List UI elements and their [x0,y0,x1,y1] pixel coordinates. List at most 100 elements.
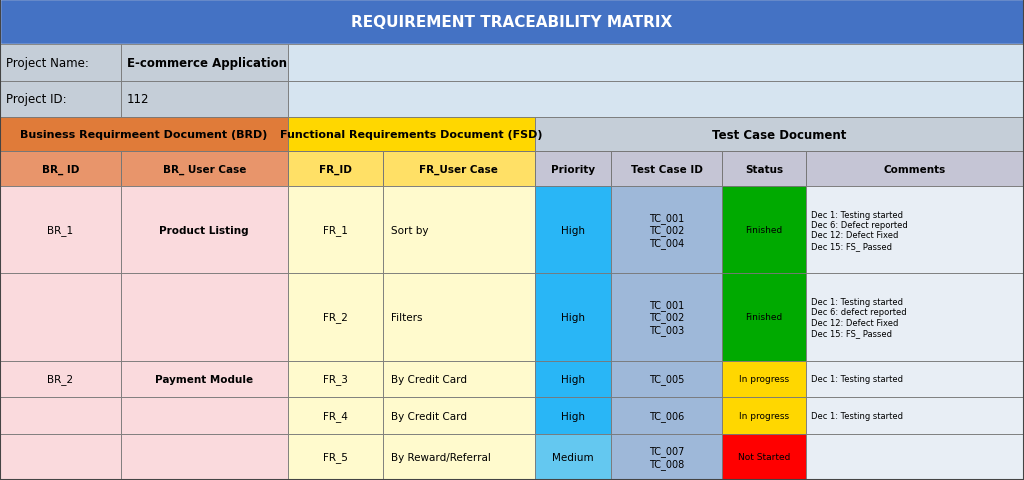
Bar [288,45,1024,82]
Bar [535,434,611,480]
Bar [535,152,611,187]
Bar [535,274,611,361]
Text: In progress: In progress [739,411,788,420]
Bar [121,152,288,187]
Bar [806,397,1024,434]
Text: Test Case ID: Test Case ID [631,164,702,174]
Text: BR_1: BR_1 [47,225,74,236]
Bar [611,187,722,274]
Bar [611,152,722,187]
Bar [535,397,611,434]
Text: TC_006: TC_006 [649,410,684,421]
Bar [288,118,535,152]
Text: By Reward/Referral: By Reward/Referral [391,452,492,462]
Bar [121,82,288,118]
Bar [288,187,383,274]
Bar [722,397,806,434]
Bar [383,152,535,187]
Text: Dec 1: Testing started
Dec 6: Defect reported
Dec 12: Defect Fixed
Dec 15: FS_ P: Dec 1: Testing started Dec 6: Defect rep… [811,210,907,250]
Text: Status: Status [744,164,783,174]
Bar [121,361,288,397]
Text: FR_ID: FR_ID [318,164,352,174]
Text: Filters: Filters [391,312,423,322]
Bar [0,152,121,187]
Text: Comments: Comments [884,164,946,174]
Bar [0,434,121,480]
Text: Test Case Document: Test Case Document [712,129,847,142]
Text: Business Requirmeent Document (BRD): Business Requirmeent Document (BRD) [20,130,267,140]
Bar [383,397,535,434]
Bar [288,397,383,434]
Text: Project ID:: Project ID: [6,93,67,106]
Bar [0,118,288,152]
Text: Dec 1: Testing started: Dec 1: Testing started [811,374,903,384]
Text: FR_3: FR_3 [323,373,348,384]
Text: Functional Requirements Document (FSD): Functional Requirements Document (FSD) [280,130,543,140]
Bar [611,274,722,361]
Text: High: High [561,225,585,235]
Bar [611,434,722,480]
Bar [0,82,121,118]
Text: TC_001
TC_002
TC_004: TC_001 TC_002 TC_004 [649,212,684,248]
Bar [611,397,722,434]
Text: BR_2: BR_2 [47,373,74,384]
Text: BR_ User Case: BR_ User Case [163,164,246,174]
Bar [0,0,1024,45]
Bar [722,434,806,480]
Text: By Credit Card: By Credit Card [391,374,467,384]
Bar [0,361,121,397]
Text: FR_5: FR_5 [323,452,348,462]
Bar [806,361,1024,397]
Bar [0,274,121,361]
Bar [383,434,535,480]
Text: FR_1: FR_1 [323,225,348,236]
Bar [806,152,1024,187]
Bar [535,118,1024,152]
Bar [383,187,535,274]
Text: Project Name:: Project Name: [6,57,89,70]
Bar [0,45,121,82]
Bar [535,361,611,397]
Bar [722,152,806,187]
Text: TC_001
TC_002
TC_003: TC_001 TC_002 TC_003 [649,300,684,335]
Bar [288,274,383,361]
Bar [121,274,288,361]
Text: High: High [561,411,585,420]
Text: E-commerce Application: E-commerce Application [127,57,287,70]
Text: Finished: Finished [745,226,782,235]
Text: Payment Module: Payment Module [156,374,253,384]
Bar [121,45,288,82]
Text: Medium: Medium [552,452,594,462]
Text: TC_005: TC_005 [649,373,684,384]
Text: Dec 1: Testing started
Dec 6: defect reported
Dec 12: Defect Fixed
Dec 15: FS_ P: Dec 1: Testing started Dec 6: defect rep… [811,297,906,337]
Text: REQUIREMENT TRACEABILITY MATRIX: REQUIREMENT TRACEABILITY MATRIX [351,15,673,30]
Text: FR_4: FR_4 [323,410,348,421]
Bar [288,152,383,187]
Bar [806,274,1024,361]
Bar [0,397,121,434]
Text: Sort by: Sort by [391,225,429,235]
Bar [121,434,288,480]
Bar [288,82,1024,118]
Bar [383,274,535,361]
Text: By Credit Card: By Credit Card [391,411,467,420]
Bar [288,361,383,397]
Text: TC_007
TC_008: TC_007 TC_008 [649,445,684,468]
Bar [722,361,806,397]
Bar [121,187,288,274]
Bar [121,397,288,434]
Bar [0,187,121,274]
Bar [535,187,611,274]
Text: BR_ ID: BR_ ID [42,164,79,174]
Text: Finished: Finished [745,313,782,322]
Text: Product Listing: Product Listing [160,225,249,235]
Text: In progress: In progress [739,374,788,384]
Bar [722,274,806,361]
Text: 112: 112 [127,93,150,106]
Text: High: High [561,374,585,384]
Text: Not Started: Not Started [737,453,791,461]
Bar [288,434,383,480]
Bar [722,187,806,274]
Text: Dec 1: Testing started: Dec 1: Testing started [811,411,903,420]
Bar [611,361,722,397]
